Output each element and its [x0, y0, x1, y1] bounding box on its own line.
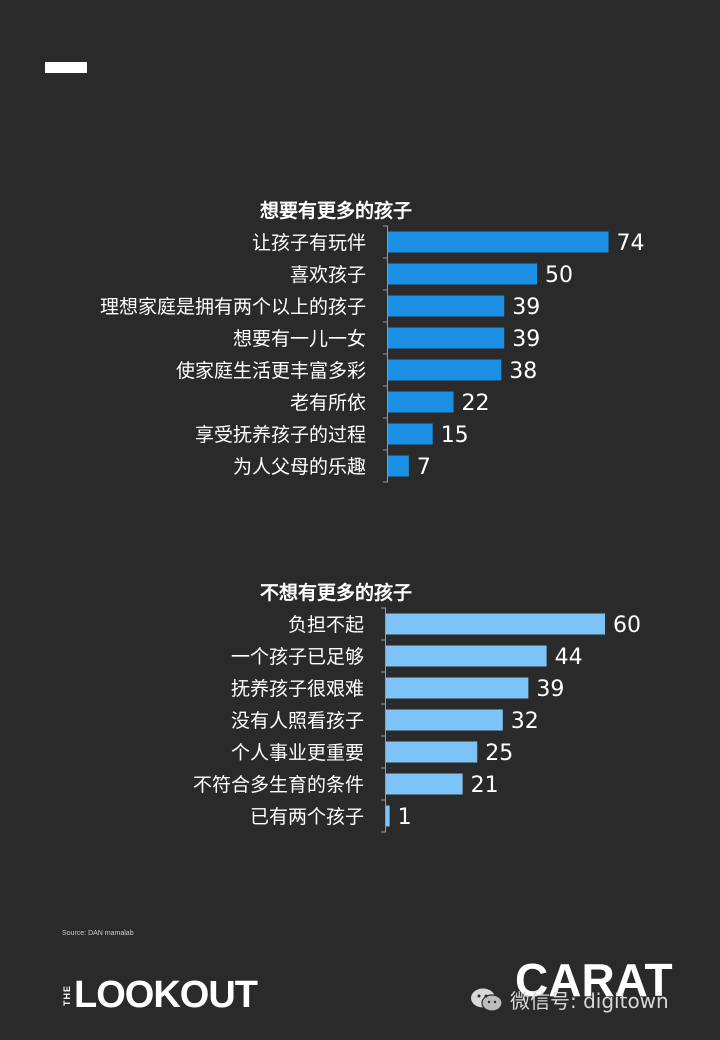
category-label: 使家庭生活更丰富多彩: [176, 360, 366, 382]
bar: [386, 709, 503, 731]
bar: [388, 391, 454, 413]
bar: [388, 263, 537, 285]
bar: [386, 773, 463, 795]
chart-title-not-want-more: 不想有更多的孩子: [260, 582, 413, 604]
chart-title-want-more: 想要有更多的孩子: [260, 200, 413, 222]
value-label: 22: [462, 391, 490, 416]
value-label: 44: [555, 645, 583, 670]
bar: [386, 677, 529, 699]
category-label: 享受抚养孩子的过程: [195, 424, 366, 446]
bar: [386, 645, 547, 667]
value-label: 38: [509, 359, 537, 384]
value-label: 39: [536, 677, 564, 702]
wechat-icon: [471, 988, 503, 1012]
lookout-word: LOOKOUT: [74, 974, 258, 1016]
carat-logo: CARAT: [515, 954, 673, 1006]
category-label: 为人父母的乐趣: [233, 456, 366, 478]
value-label: 39: [512, 327, 540, 352]
bar: [388, 231, 609, 253]
category-label: 抚养孩子很艰难: [231, 678, 364, 700]
lookout-prefix: THE: [62, 984, 72, 1006]
category-label: 喜欢孩子: [290, 264, 366, 286]
bar: [386, 741, 478, 763]
category-label: 想要有一儿一女: [233, 328, 366, 350]
value-label: 50: [545, 263, 573, 288]
category-label: 负担不起: [288, 614, 364, 636]
category-label: 理想家庭是拥有两个以上的孩子: [100, 296, 366, 318]
category-label: 不符合多生育的条件: [193, 774, 364, 796]
category-label: 让孩子有玩伴: [252, 232, 366, 254]
category-label: 没有人照看孩子: [231, 710, 364, 732]
source-note: Source: DAN mamalab: [62, 930, 134, 937]
category-label: 个人事业更重要: [231, 742, 364, 764]
bar: [388, 423, 433, 445]
value-label: 74: [617, 231, 645, 256]
bar: [386, 613, 605, 635]
bar: [388, 359, 502, 381]
value-label: 32: [511, 709, 539, 734]
value-label: 60: [613, 613, 641, 638]
value-label: 25: [485, 741, 513, 766]
bar: [388, 327, 505, 349]
bar: [386, 805, 390, 827]
category-label: 已有两个孩子: [250, 806, 364, 828]
lookout-logo: THE LOOKOUT: [62, 974, 258, 1016]
top-accent-bar: [45, 62, 87, 73]
value-label: 7: [417, 455, 431, 480]
category-label: 一个孩子已足够: [231, 646, 364, 668]
category-label: 老有所依: [290, 392, 366, 414]
wechat-text: 微信号: digitown: [510, 989, 669, 1013]
value-label: 39: [512, 295, 540, 320]
bar: [388, 295, 505, 317]
value-label: 15: [441, 423, 469, 448]
bar: [388, 455, 409, 477]
chart-want-more: 让孩子有玩伴 74 喜欢孩子 50 理想家庭是拥有两个以上的孩子 39 想要有一儿一女 39 使…: [100, 225, 645, 483]
value-label: 1: [398, 805, 412, 830]
value-label: 21: [471, 773, 499, 798]
wechat-watermark: 微信号: digitown: [470, 985, 669, 1014]
